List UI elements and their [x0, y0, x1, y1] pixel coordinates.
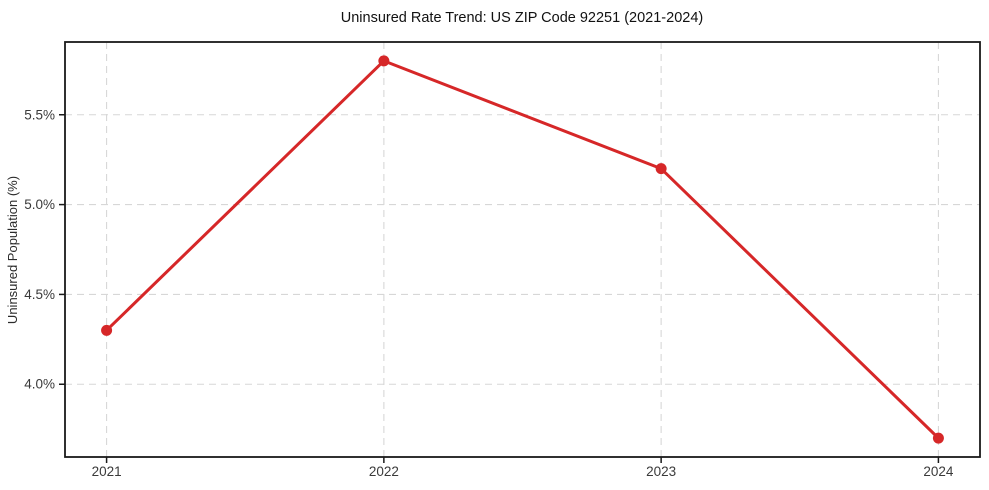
data-point-2023	[655, 163, 667, 175]
x-tick-label: 2021	[92, 464, 122, 479]
x-tick-label: 2023	[646, 464, 676, 479]
y-axis-label: Uninsured Population (%)	[5, 176, 20, 324]
y-tick-label: 4.5%	[24, 287, 55, 302]
chart-title: Uninsured Rate Trend: US ZIP Code 92251 …	[341, 10, 703, 26]
y-tick-label: 4.0%	[24, 377, 55, 392]
plot-area: 4.0% 4.5% 5.0% 5.5% 2021 2022 2023 2024	[24, 41, 981, 479]
data-point-2021	[101, 324, 113, 336]
x-tick-label: 2024	[923, 464, 954, 479]
y-tick-label: 5.0%	[24, 197, 55, 212]
trend-line	[105, 59, 940, 440]
data-point-2022	[378, 55, 390, 67]
plot-border	[64, 41, 981, 458]
y-tick-label: 5.5%	[24, 107, 55, 122]
x-tick-label: 2022	[369, 464, 399, 479]
data-point-2024	[932, 432, 944, 444]
